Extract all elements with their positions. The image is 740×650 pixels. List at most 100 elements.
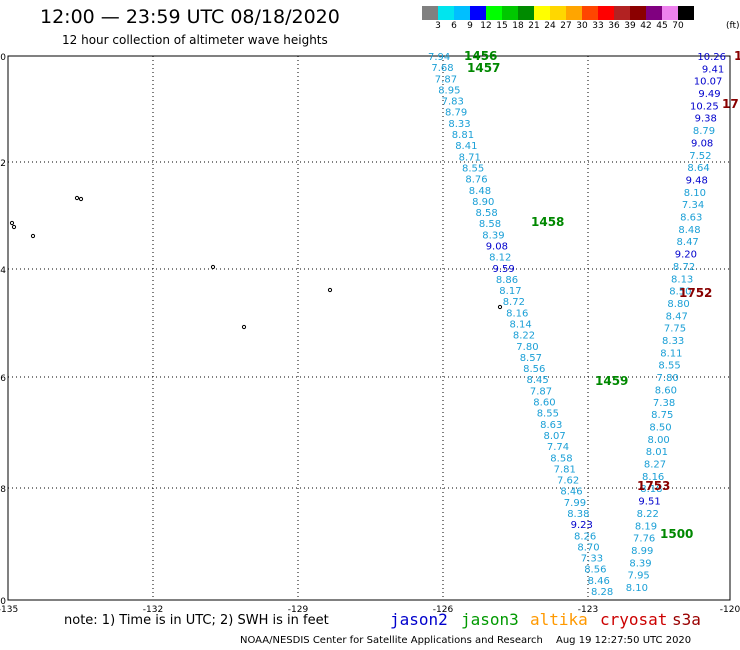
legend-swatch — [438, 6, 454, 20]
swh-value: 8.63 — [680, 213, 702, 224]
altimeter-track-1: 7.947.687.878.957.838.798.338.818.418.71… — [428, 52, 613, 598]
swh-value: 8.48 — [469, 186, 491, 197]
satellite-label: jason2 — [390, 610, 448, 629]
swh-value: 8.16 — [642, 472, 664, 483]
swh-value: 7.74 — [547, 442, 569, 453]
satellite-label: cryosat — [600, 610, 668, 629]
swh-value: 8.81 — [452, 130, 474, 141]
lon-tick-label: -135 — [0, 605, 18, 615]
pass-time-label: 1457 — [467, 61, 500, 75]
swh-value: 9.48 — [686, 176, 708, 187]
legend-label: 70 — [672, 21, 684, 31]
legend-swatch — [502, 6, 518, 20]
pass-time-label: 1456 — [464, 49, 497, 63]
lat-tick-label: -24 — [0, 266, 6, 276]
swh-value: 8.80 — [667, 299, 689, 310]
legend-swatch — [518, 6, 534, 20]
legend-swatch — [566, 6, 582, 20]
legend-unit: (ft) — [726, 21, 740, 31]
island-mark — [210, 264, 216, 270]
swh-value: 8.60 — [655, 385, 677, 396]
legend-label: 15 — [496, 21, 508, 31]
island-mark — [241, 324, 247, 330]
lat-tick-label: -26 — [0, 374, 6, 384]
legend-label: 3 — [435, 21, 441, 31]
swh-value: 7.34 — [682, 200, 704, 211]
legend-label: 36 — [608, 21, 620, 31]
pass-time-label: 1459 — [595, 374, 628, 388]
swh-value: 8.22 — [513, 331, 535, 342]
legend-swatch — [486, 6, 502, 20]
satellite-label: s3a — [672, 610, 701, 629]
swh-value: 8.90 — [472, 197, 494, 208]
pass-time-label: 17 — [722, 97, 739, 111]
legend-swatch — [582, 6, 598, 20]
swh-value: 9.08 — [691, 138, 713, 149]
swh-value: 10.26 — [697, 52, 726, 63]
legend-label: 21 — [528, 21, 540, 31]
island-mark — [74, 195, 80, 201]
legend-swatch — [454, 6, 470, 20]
swh-value: 8.57 — [520, 353, 542, 364]
legend-swatch — [422, 6, 438, 20]
swh-value: 8.18 — [640, 484, 662, 495]
lat-tick-label: -22 — [0, 159, 6, 169]
swh-value: 8.13 — [671, 274, 693, 285]
swh-value: 8.63 — [540, 420, 562, 431]
legend-label: 45 — [656, 21, 668, 31]
swh-value: 8.56 — [523, 364, 545, 375]
swh-value: 8.55 — [462, 164, 484, 175]
swh-value: 7.99 — [564, 498, 586, 509]
swh-value: 8.12 — [489, 253, 511, 264]
legend-label: 6 — [451, 21, 457, 31]
swh-value: 9.38 — [695, 114, 717, 125]
pass-time-label: 1752 — [679, 286, 712, 300]
lon-tick-label: -132 — [143, 605, 163, 615]
note-text: note: 1) Time is in UTC; 2) SWH is in fe… — [64, 613, 329, 628]
generated-timestamp: Aug 19 12:27:50 UTC 2020 — [556, 635, 692, 646]
legend-swatch — [534, 6, 550, 20]
legend-label: 9 — [467, 21, 473, 31]
swh-value: 8.50 — [649, 423, 671, 434]
legend-label: 39 — [624, 21, 636, 31]
swh-value: 8.07 — [544, 431, 566, 442]
swh-value: 8.39 — [482, 230, 504, 241]
legend-swatch — [598, 6, 614, 20]
swh-value: 8.46 — [588, 576, 610, 587]
swh-value: 8.56 — [584, 565, 606, 576]
lon-tick-label: -120 — [720, 605, 740, 615]
legend-label: 12 — [480, 21, 492, 31]
swh-value: 7.95 — [628, 571, 650, 582]
legend-swatch — [678, 6, 694, 20]
legend-swatch — [646, 6, 662, 20]
islands — [9, 195, 503, 330]
swh-value: 8.79 — [445, 108, 467, 119]
swh-value: 8.79 — [693, 126, 715, 137]
legend-label: 42 — [640, 21, 652, 31]
swh-value: 8.86 — [496, 275, 518, 286]
swh-value: 8.50 — [669, 287, 691, 298]
swh-value: 7.33 — [581, 554, 603, 565]
swh-value: 7.62 — [557, 476, 579, 487]
swh-value: 9.41 — [702, 64, 724, 75]
graticule — [8, 56, 730, 600]
swh-value: 7.76 — [633, 534, 655, 545]
legend-swatch — [614, 6, 630, 20]
swh-value: 9.49 — [698, 89, 720, 100]
island-mark — [9, 220, 15, 226]
swh-value: 8.33 — [448, 119, 470, 130]
swh-value: 7.81 — [554, 464, 576, 475]
island-mark — [78, 196, 84, 202]
swh-value: 8.64 — [687, 163, 709, 174]
swh-value: 8.41 — [455, 141, 477, 152]
swh-value: 7.80 — [657, 373, 679, 384]
altimeter-track-2: 10.269.4110.079.4910.259.388.799.087.528… — [626, 52, 726, 594]
legend-swatch — [662, 6, 678, 20]
swh-value: 8.28 — [591, 587, 613, 598]
swh-value: 8.58 — [479, 219, 501, 230]
island-mark — [30, 233, 36, 239]
legend-label: 33 — [592, 21, 604, 31]
swh-value: 8.14 — [510, 320, 532, 331]
island-mark — [327, 287, 333, 293]
